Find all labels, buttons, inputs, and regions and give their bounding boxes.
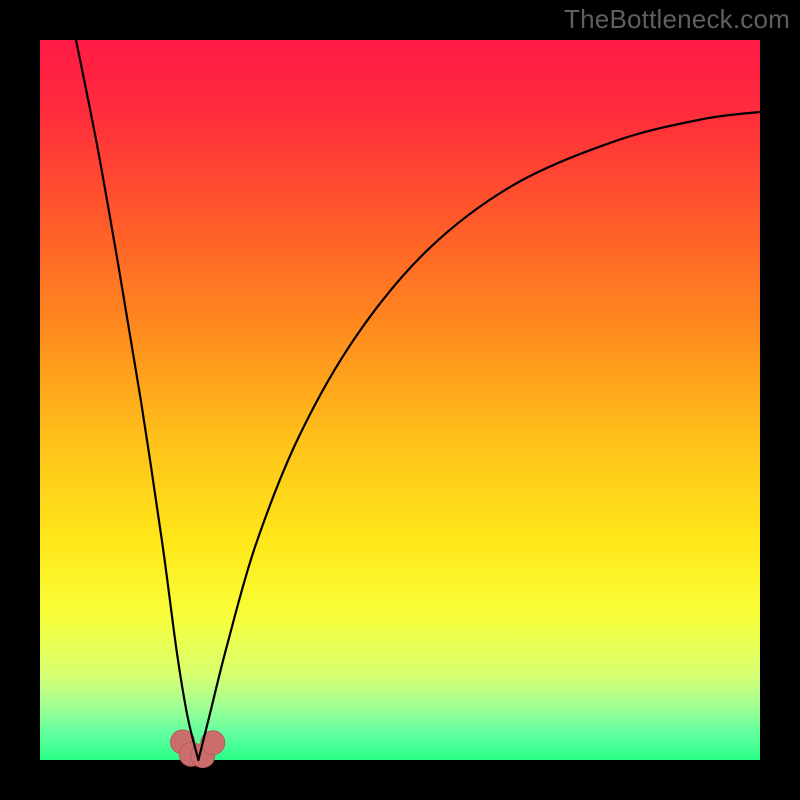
chart-canvas bbox=[0, 0, 800, 800]
watermark-text: TheBottleneck.com bbox=[564, 4, 790, 35]
plot-area bbox=[40, 40, 760, 760]
